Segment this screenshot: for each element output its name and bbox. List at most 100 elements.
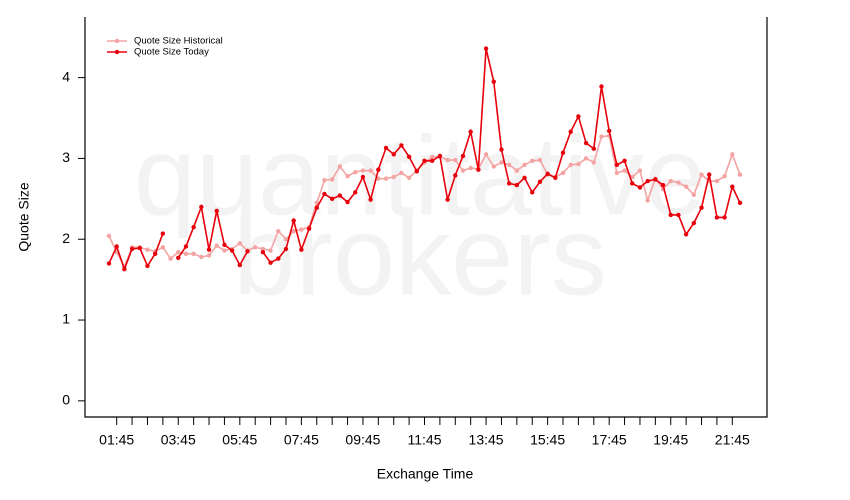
data-point: [306, 226, 312, 231]
data-point: [122, 266, 127, 272]
x-axis-title: Exchange Time: [377, 466, 474, 482]
data-point: [714, 178, 720, 184]
data-point: [206, 247, 212, 252]
y-tick-label: 0: [62, 392, 70, 408]
data-point: [683, 184, 689, 189]
data-point: [283, 237, 289, 242]
data-point: [237, 241, 243, 246]
y-axis-title: Quote Size: [16, 182, 32, 251]
legend-label: Quote Size Today: [134, 47, 209, 58]
data-point: [576, 114, 581, 119]
data-point: [568, 129, 573, 134]
data-point: [399, 170, 404, 176]
data-point: [383, 145, 389, 151]
data-point: [599, 134, 604, 139]
watermark-text: quantitative: [134, 114, 707, 239]
data-point: [268, 248, 273, 253]
data-point: [460, 153, 466, 159]
data-point: [737, 172, 743, 177]
data-point: [268, 260, 273, 265]
data-point: [606, 128, 612, 134]
data-point: [429, 154, 435, 159]
data-point: [291, 228, 296, 234]
data-point: [483, 46, 489, 51]
data-point: [476, 167, 481, 172]
data-point: [199, 204, 204, 210]
data-point: [253, 245, 258, 250]
data-point: [176, 249, 181, 255]
data-point: [622, 168, 627, 173]
data-point: [499, 160, 504, 165]
data-point: [630, 181, 635, 186]
y-tick-label: 3: [62, 149, 70, 165]
data-point: [537, 157, 543, 163]
data-point: [329, 196, 335, 202]
data-point: [337, 164, 343, 169]
data-point: [260, 246, 266, 252]
data-point: [391, 174, 396, 180]
data-point: [276, 228, 281, 234]
data-point: [229, 248, 235, 253]
data-point: [560, 150, 566, 155]
data-point: [453, 173, 458, 178]
data-point: [214, 208, 219, 214]
data-point: [237, 262, 243, 268]
data-point: [360, 168, 366, 173]
data-point: [399, 143, 404, 148]
data-point: [106, 233, 112, 239]
data-point: [160, 245, 166, 250]
data-point: [299, 227, 304, 232]
data-point: [683, 232, 689, 237]
data-point: [222, 242, 227, 248]
data-point: [145, 263, 150, 269]
data-point: [214, 243, 219, 248]
data-point: [222, 248, 227, 253]
data-point: [199, 254, 204, 260]
data-point: [737, 200, 743, 206]
data-point: [622, 158, 627, 164]
data-point: [453, 157, 458, 163]
y-tick-label: 2: [62, 230, 70, 246]
data-point: [353, 190, 358, 195]
x-tick-label: 01:45: [99, 432, 134, 448]
data-point: [368, 168, 373, 173]
data-point: [191, 251, 196, 256]
data-point: [183, 244, 189, 249]
data-point: [322, 178, 327, 183]
data-point: [668, 212, 673, 218]
data-point: [345, 173, 350, 179]
data-point: [245, 249, 250, 254]
data-point: [699, 172, 704, 177]
data-point: [514, 168, 520, 173]
data-point: [591, 146, 596, 151]
data-point: [422, 158, 427, 164]
data-point: [614, 170, 620, 176]
data-point: [376, 167, 381, 172]
data-point: [568, 162, 573, 168]
data-point: [537, 179, 543, 185]
x-tick-label: 15:45: [530, 432, 565, 448]
data-point: [437, 153, 443, 159]
data-point: [468, 129, 473, 134]
y-tick-label: 4: [62, 68, 70, 84]
data-point: [176, 255, 181, 261]
data-point: [314, 200, 319, 206]
x-tick-label: 05:45: [222, 432, 257, 448]
data-point: [152, 251, 158, 256]
data-point: [522, 175, 527, 181]
data-point: [668, 178, 673, 184]
data-point: [691, 220, 697, 226]
data-point: [276, 256, 281, 261]
data-point: [553, 175, 558, 181]
data-point: [599, 84, 604, 89]
data-point: [491, 79, 496, 84]
data-point: [353, 169, 358, 175]
data-point: [191, 224, 196, 230]
data-point: [722, 215, 727, 220]
data-point: [699, 205, 704, 210]
legend-marker: [114, 49, 120, 55]
data-point: [445, 157, 450, 163]
data-point: [660, 182, 666, 188]
x-tick-label: 07:45: [284, 432, 319, 448]
